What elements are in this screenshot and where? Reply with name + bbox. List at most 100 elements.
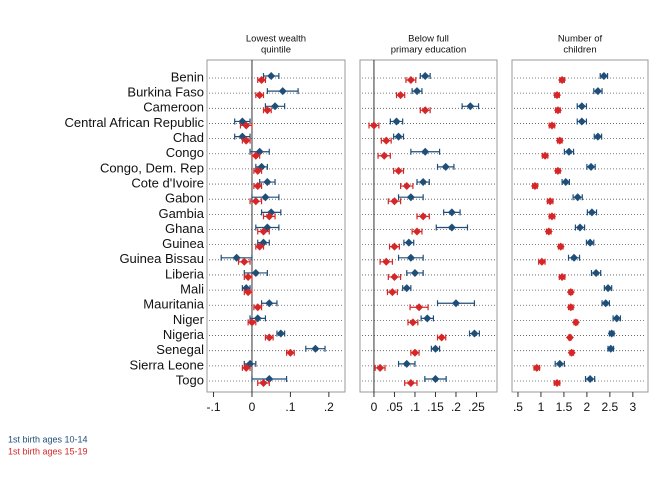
dot <box>242 363 251 372</box>
dot <box>532 363 541 372</box>
dot <box>537 257 546 266</box>
dot <box>544 227 553 236</box>
dot <box>577 102 586 111</box>
dot <box>419 212 428 221</box>
x-tick-label: 3 <box>629 400 636 414</box>
dot <box>547 212 556 221</box>
dot <box>369 121 378 130</box>
dot <box>564 147 573 156</box>
category-label: Benin <box>171 69 204 84</box>
dot <box>567 348 576 357</box>
category-label: Ghana <box>165 221 205 236</box>
dot <box>253 303 262 312</box>
dot <box>402 284 411 293</box>
dot <box>555 359 564 368</box>
dot <box>396 91 405 100</box>
category-label: Guinea <box>162 236 205 251</box>
dot <box>577 117 586 126</box>
dot <box>415 303 424 312</box>
dot <box>553 166 562 175</box>
panel-title: quintile <box>261 45 291 56</box>
dot <box>402 359 411 368</box>
dot <box>599 72 608 80</box>
panel-title: Number of <box>558 34 603 45</box>
dot <box>547 121 556 130</box>
dot <box>566 303 575 312</box>
dot <box>601 299 610 308</box>
x-tick-label: .05 <box>386 400 403 414</box>
dot <box>251 151 260 160</box>
category-label: Gambia <box>158 206 204 221</box>
dot <box>592 268 601 277</box>
x-tick-label: .2 <box>451 400 461 414</box>
dot <box>276 329 285 338</box>
dot <box>240 257 249 266</box>
x-tick-label: 2 <box>584 400 591 414</box>
dot <box>394 166 403 175</box>
category-label: Burkina Faso <box>127 85 204 100</box>
x-tick-label: -.1 <box>207 400 221 414</box>
panel <box>206 59 346 393</box>
dot <box>278 87 287 96</box>
dot <box>423 314 432 323</box>
dot <box>410 268 419 277</box>
panel-title: children <box>563 45 596 56</box>
dot <box>410 348 419 357</box>
category-label: Mali <box>180 282 204 297</box>
category-label: Mauritania <box>143 297 204 312</box>
legend-entry: 1st birth ages 15-19 <box>8 446 88 456</box>
dot <box>565 333 574 342</box>
dot <box>263 178 272 187</box>
dot <box>447 223 456 232</box>
dot <box>244 272 253 281</box>
panel-title: primary education <box>391 45 467 56</box>
dot <box>570 253 579 262</box>
dot <box>247 318 256 327</box>
category-label: Niger <box>173 312 205 327</box>
dot <box>586 238 595 247</box>
dot <box>382 136 391 145</box>
category-label: Gabon <box>165 191 204 206</box>
dot <box>390 272 399 281</box>
category-label: Sierra Leone <box>130 357 204 372</box>
dot <box>593 132 602 141</box>
dot <box>251 268 260 277</box>
x-tick-label: .2 <box>324 400 334 414</box>
dot <box>571 318 580 327</box>
dot <box>573 193 582 202</box>
category-label: Cote d'Ivoire <box>131 175 204 190</box>
legend-entry: 1st birth ages 10-14 <box>8 434 88 444</box>
dot <box>576 223 584 232</box>
dot <box>380 151 389 160</box>
dot <box>242 136 251 145</box>
dot <box>404 238 413 247</box>
dot <box>451 299 460 308</box>
dot <box>413 87 422 96</box>
dot <box>587 208 596 217</box>
dot <box>255 242 264 251</box>
dot <box>553 91 562 100</box>
dot <box>419 178 428 187</box>
dot <box>566 288 575 297</box>
dot <box>553 106 562 115</box>
dot <box>392 117 401 126</box>
dot <box>421 106 430 115</box>
x-tick-label: 1.5 <box>556 400 573 414</box>
x-tick-label: 0 <box>249 400 256 414</box>
dot <box>242 121 251 130</box>
dot <box>556 242 565 251</box>
panel-title: Lowest wealth <box>246 34 306 45</box>
dot <box>253 182 262 191</box>
dot <box>406 379 415 387</box>
dot <box>441 162 450 171</box>
dot <box>257 76 266 84</box>
dot <box>558 76 567 84</box>
dot <box>311 344 320 353</box>
dot <box>546 197 555 206</box>
dot <box>606 344 615 353</box>
dot <box>388 288 397 297</box>
dot <box>408 318 417 327</box>
category-label: Congo, Dem. Rep <box>100 160 204 175</box>
dot <box>431 375 440 383</box>
